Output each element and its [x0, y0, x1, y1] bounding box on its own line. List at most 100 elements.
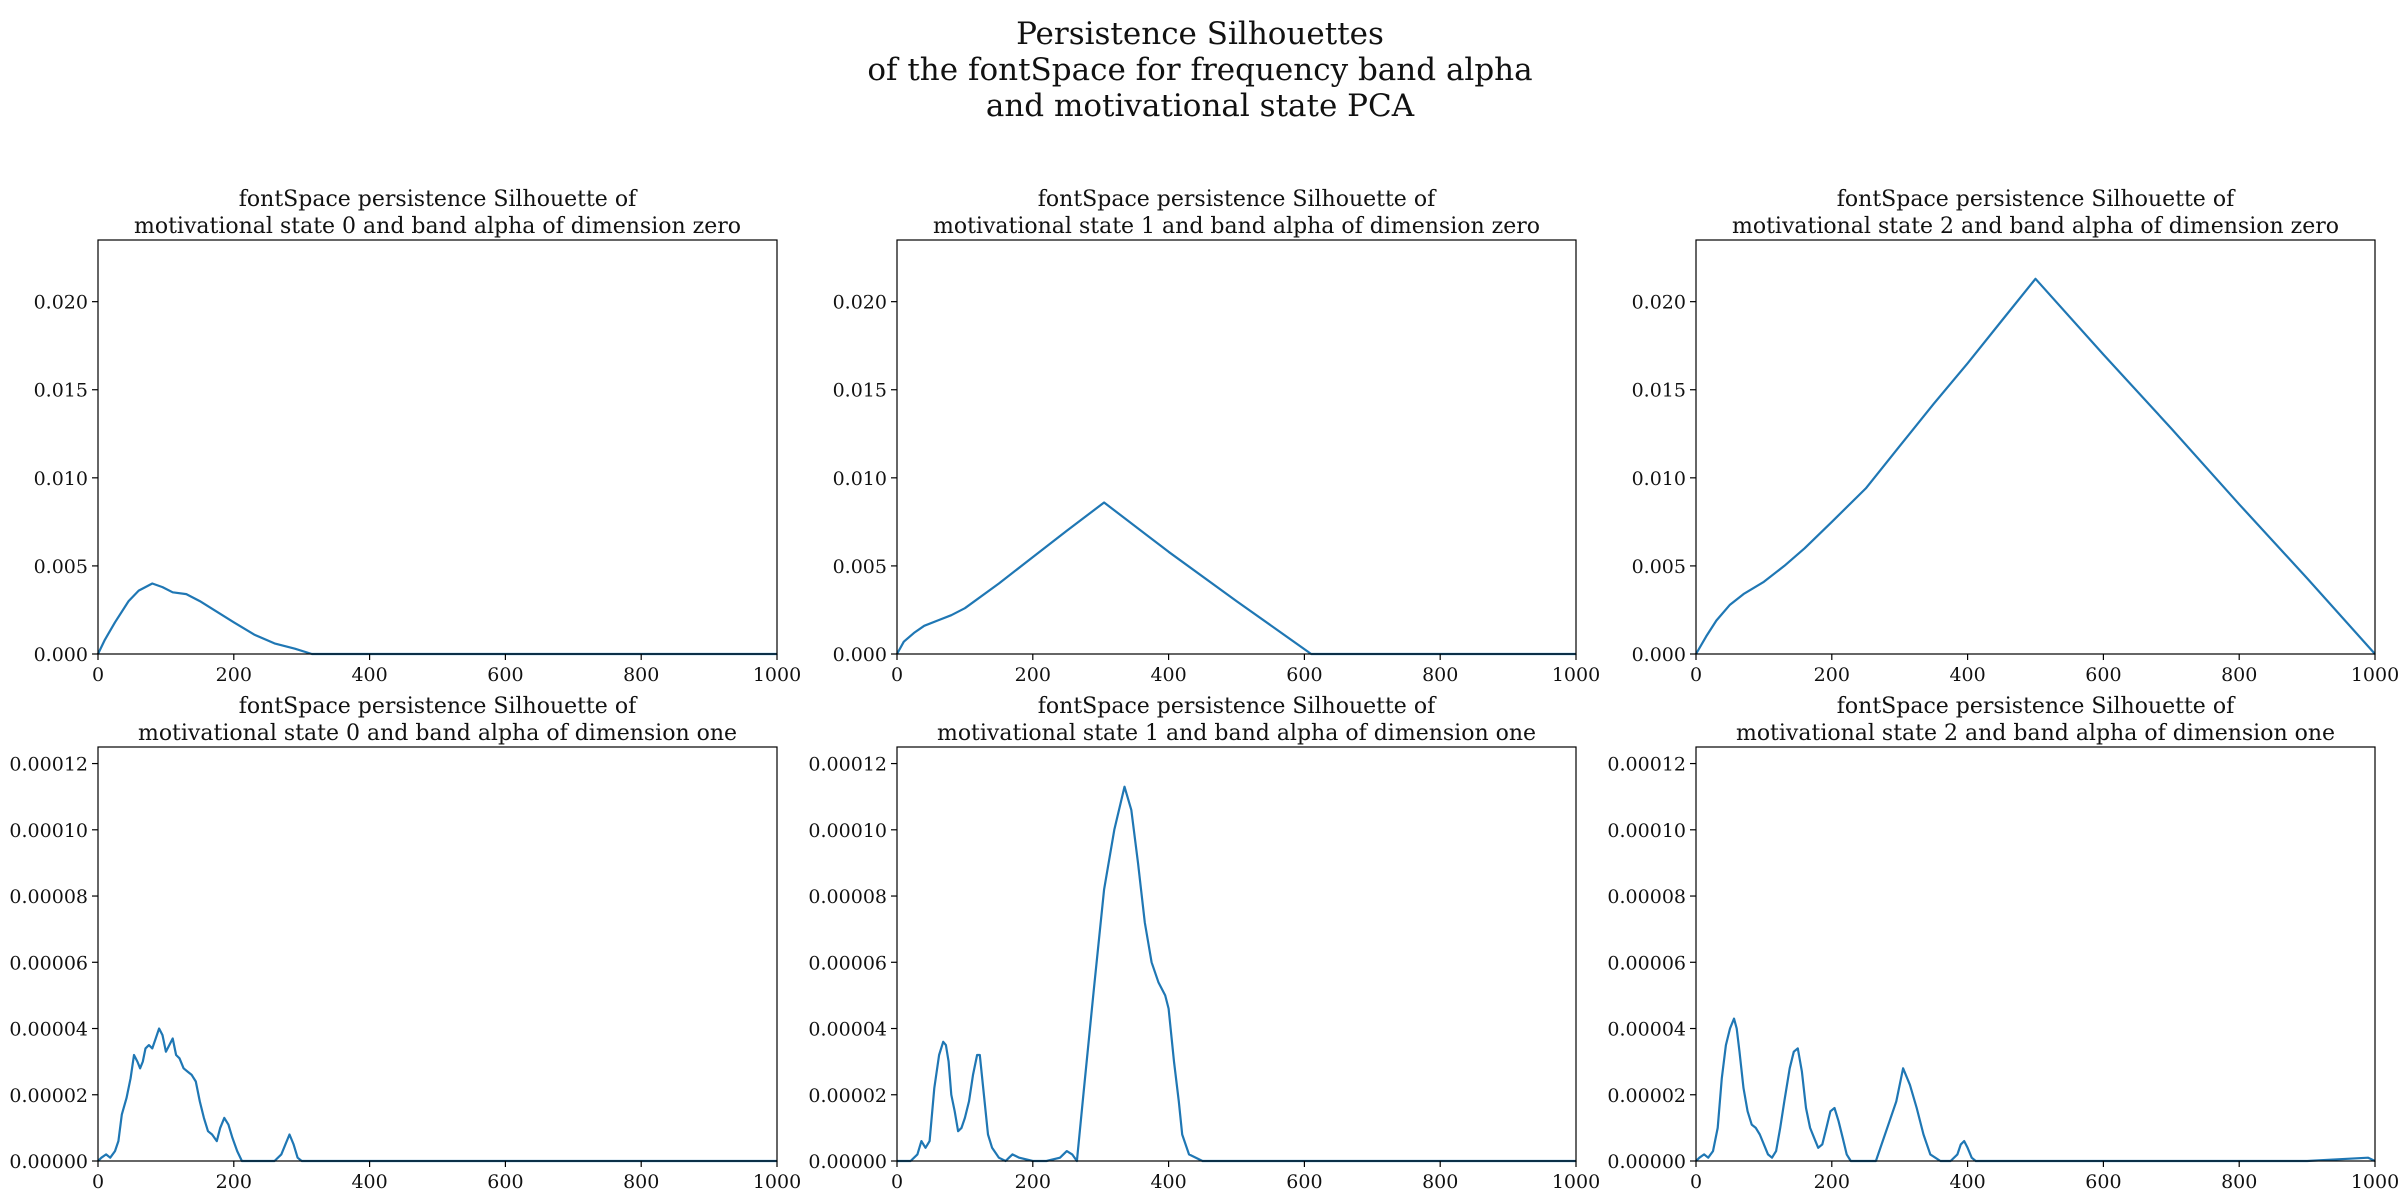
y-tick-label: 0.00006 [9, 952, 88, 974]
x-tick-label: 0 [891, 1171, 903, 1193]
y-tick-label: 0.020 [34, 292, 88, 314]
y-tick-label: 0.020 [833, 292, 887, 314]
axes-frame [1695, 746, 2376, 1162]
y-tick-label: 0.000 [833, 644, 887, 666]
y-tick-label: 0.00004 [1607, 1019, 1686, 1041]
y-tick-label: 0.00004 [808, 1019, 887, 1041]
subplot-title: fontSpace persistence Silhouette of motiv… [134, 187, 741, 239]
subplot-title-line: motivational state 1 and band alpha of d… [933, 214, 1540, 239]
axes-frame [97, 746, 778, 1162]
data-line [1695, 277, 2376, 655]
x-tick-label: 200 [1814, 1171, 1850, 1193]
y-tick-label: 0.005 [833, 556, 887, 578]
subplot-title: fontSpace persistence Silhouette of motiv… [933, 187, 1540, 239]
x-tick-label: 400 [1949, 664, 1985, 686]
suptitle-line: of the fontSpace for frequency band alph… [867, 52, 1533, 88]
subplot-title-line: fontSpace persistence Silhouette of [239, 187, 638, 212]
x-tick-label: 1000 [1552, 664, 1600, 686]
x-tick-label: 0 [1690, 1171, 1702, 1193]
suptitle-line: Persistence Silhouettes [1016, 16, 1384, 52]
subplot-title: fontSpace persistence Silhouette of motiv… [138, 694, 737, 746]
axes-frame [896, 239, 1577, 655]
subplot-2: fontSpace persistence Silhouette of motiv… [1632, 187, 2400, 686]
x-tick-label: 600 [487, 1171, 523, 1193]
figure-suptitle: Persistence Silhouettes of the fontSpace… [0, 16, 2400, 124]
subplot-3: fontSpace persistence Silhouette of motiv… [9, 694, 801, 1193]
x-tick-label: 0 [891, 664, 903, 686]
y-tick-label: 0.00006 [1607, 952, 1686, 974]
subplot-title-line: fontSpace persistence Silhouette of [239, 694, 638, 719]
subplot-5: fontSpace persistence Silhouette of motiv… [1607, 694, 2399, 1193]
axes-frame [1695, 239, 2376, 655]
x-tick-label: 1000 [753, 664, 801, 686]
x-tick-label: 1000 [753, 1171, 801, 1193]
y-tick-label: 0.00012 [1607, 754, 1686, 776]
y-tick-label: 0.00010 [1607, 820, 1686, 842]
subplot-4: fontSpace persistence Silhouette of motiv… [808, 694, 1600, 1193]
y-tick-label: 0.00008 [9, 886, 88, 908]
subplot-title: fontSpace persistence Silhouette of motiv… [1736, 694, 2335, 746]
x-tick-label: 800 [623, 664, 659, 686]
y-tick-label: 0.005 [1632, 556, 1686, 578]
subplot-title: fontSpace persistence Silhouette of motiv… [937, 694, 1536, 746]
y-tick-label: 0.00000 [808, 1151, 887, 1173]
x-tick-label: 1000 [1552, 1171, 1600, 1193]
subplot-title: fontSpace persistence Silhouette of motiv… [1732, 187, 2339, 239]
x-tick-label: 0 [1690, 664, 1702, 686]
y-tick-label: 0.00010 [808, 820, 887, 842]
y-tick-label: 0.00002 [808, 1085, 887, 1107]
x-tick-label: 600 [1286, 664, 1322, 686]
x-tick-label: 200 [216, 664, 252, 686]
subplot-1: fontSpace persistence Silhouette of motiv… [833, 187, 1601, 686]
y-tick-label: 0.00000 [1607, 1151, 1686, 1173]
x-tick-label: 600 [2085, 664, 2121, 686]
x-tick-label: 1000 [2351, 1171, 2399, 1193]
y-tick-label: 0.015 [34, 380, 88, 402]
x-tick-label: 800 [2221, 1171, 2257, 1193]
subplot-title-line: fontSpace persistence Silhouette of [1038, 187, 1437, 212]
y-tick-label: 0.00002 [9, 1085, 88, 1107]
data-line [896, 501, 1576, 656]
subplot-title-line: motivational state 0 and band alpha of d… [138, 721, 737, 746]
subplot-title-line: motivational state 0 and band alpha of d… [134, 214, 741, 239]
x-tick-label: 0 [92, 1171, 104, 1193]
y-tick-label: 0.00006 [808, 952, 887, 974]
x-tick-label: 400 [1150, 1171, 1186, 1193]
y-tick-label: 0.00012 [9, 754, 88, 776]
data-line [1695, 1017, 2376, 1163]
x-tick-label: 200 [1015, 664, 1051, 686]
x-tick-label: 200 [1814, 664, 1850, 686]
y-tick-label: 0.020 [1632, 292, 1686, 314]
x-tick-label: 800 [1422, 1171, 1458, 1193]
y-tick-label: 0.00008 [808, 886, 887, 908]
x-tick-label: 800 [2221, 664, 2257, 686]
y-tick-label: 0.010 [34, 468, 88, 490]
suptitle-line: and motivational state PCA [985, 88, 1415, 124]
x-tick-label: 400 [351, 664, 387, 686]
subplot-title-line: fontSpace persistence Silhouette of [1837, 187, 2236, 212]
y-tick-label: 0.00010 [9, 820, 88, 842]
axes-frame [896, 746, 1577, 1162]
subplot-title-line: motivational state 2 and band alpha of d… [1736, 721, 2335, 746]
data-line [97, 582, 777, 656]
y-tick-label: 0.00000 [9, 1151, 88, 1173]
y-tick-label: 0.00002 [1607, 1085, 1686, 1107]
x-tick-label: 600 [2085, 1171, 2121, 1193]
subplot-0: fontSpace persistence Silhouette of motiv… [34, 187, 802, 686]
data-line [97, 1027, 777, 1163]
subplot-title-line: motivational state 2 and band alpha of d… [1732, 214, 2339, 239]
subplot-title-line: fontSpace persistence Silhouette of [1837, 694, 2236, 719]
y-tick-label: 0.00008 [1607, 886, 1686, 908]
y-tick-label: 0.010 [1632, 468, 1686, 490]
x-tick-label: 800 [1422, 664, 1458, 686]
y-tick-label: 0.010 [833, 468, 887, 490]
x-tick-label: 400 [1150, 664, 1186, 686]
y-tick-label: 0.005 [34, 556, 88, 578]
y-tick-label: 0.00012 [808, 754, 887, 776]
y-tick-label: 0.015 [833, 380, 887, 402]
y-tick-label: 0.015 [1632, 380, 1686, 402]
x-tick-label: 400 [351, 1171, 387, 1193]
data-line [897, 785, 1576, 1163]
x-tick-label: 600 [1286, 1171, 1322, 1193]
